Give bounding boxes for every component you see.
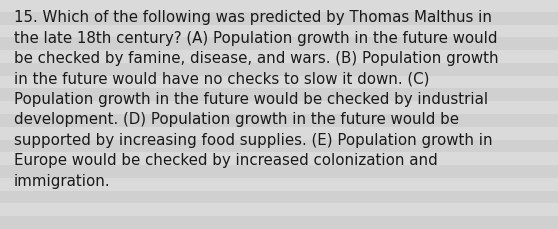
Bar [0,25,558,38]
Bar [0,140,558,153]
Bar [0,114,558,127]
Bar [0,191,558,204]
Bar [0,153,558,165]
Bar [0,13,558,25]
Bar [0,89,558,102]
Bar [0,38,558,51]
Bar [0,165,558,178]
Bar [0,51,558,64]
Bar [0,0,558,13]
Text: 15. Which of the following was predicted by Thomas Malthus in
the late 18th cent: 15. Which of the following was predicted… [14,10,499,188]
Bar [0,64,558,76]
Bar [0,178,558,191]
Bar [0,127,558,140]
Bar [0,76,558,89]
Bar [0,102,558,114]
Bar [0,204,558,216]
Bar [0,216,558,229]
